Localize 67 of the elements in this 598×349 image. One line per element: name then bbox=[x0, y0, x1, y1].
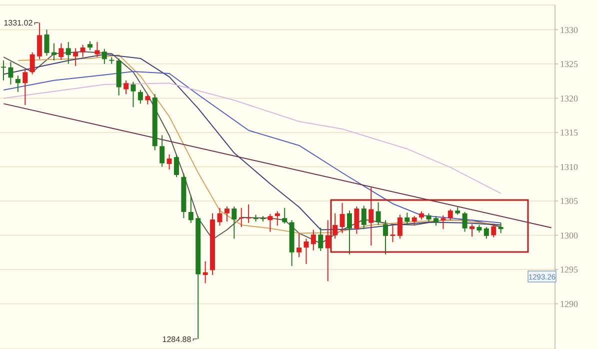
candlestick bbox=[304, 238, 309, 265]
candlestick bbox=[160, 134, 165, 168]
candlestick bbox=[368, 186, 374, 246]
candlestick bbox=[310, 229, 316, 251]
candlestick bbox=[124, 80, 129, 95]
candlestick bbox=[102, 48, 107, 64]
candlestick bbox=[202, 260, 208, 284]
candlestick bbox=[66, 42, 71, 64]
candlestick bbox=[433, 216, 438, 226]
candlestick bbox=[73, 48, 78, 66]
candlestick bbox=[340, 202, 345, 234]
candlestick bbox=[15, 75, 20, 93]
candlestick bbox=[397, 214, 402, 240]
y-tick-label: 1330 bbox=[560, 24, 578, 35]
candlestick bbox=[51, 42, 56, 62]
candlestick bbox=[44, 29, 50, 56]
candlestick bbox=[238, 207, 244, 228]
y-tick-label: 1325 bbox=[560, 59, 578, 70]
line-series bbox=[3, 82, 502, 194]
candlestick bbox=[383, 220, 388, 255]
candlestick bbox=[268, 214, 273, 232]
candlestick bbox=[145, 94, 150, 105]
y-tick-label: 1320 bbox=[560, 93, 578, 104]
candlestick bbox=[217, 207, 222, 226]
candlestick bbox=[274, 210, 280, 226]
candlestick bbox=[8, 61, 14, 85]
candlestick bbox=[166, 154, 172, 170]
annotation: 1331.02 bbox=[4, 18, 34, 28]
candlestick bbox=[448, 208, 453, 221]
candlestick bbox=[404, 212, 410, 226]
candlestick bbox=[138, 89, 143, 104]
candlestick bbox=[282, 207, 288, 224]
candlestick bbox=[130, 81, 136, 108]
candlestick bbox=[346, 210, 352, 255]
candlestick bbox=[30, 52, 35, 75]
candlestick bbox=[390, 225, 396, 243]
candlestick bbox=[325, 220, 330, 282]
y-tick-label: 1290 bbox=[560, 298, 578, 309]
candlestick bbox=[354, 206, 360, 234]
candlestick bbox=[376, 202, 381, 226]
candlestick bbox=[440, 214, 446, 230]
candlestick bbox=[332, 212, 338, 240]
y-tick-label: 1315 bbox=[560, 128, 578, 138]
candlestick bbox=[246, 204, 252, 224]
candlestick bbox=[491, 223, 496, 238]
candlestick bbox=[462, 211, 468, 232]
candlestick bbox=[80, 44, 86, 58]
candlestick bbox=[174, 154, 179, 178]
candlestick bbox=[498, 222, 504, 234]
candlestick bbox=[37, 22, 42, 60]
candlestick bbox=[318, 227, 324, 252]
candlestick bbox=[22, 68, 28, 106]
candlestick bbox=[361, 205, 366, 230]
candlestick bbox=[484, 226, 489, 240]
candlestick bbox=[232, 206, 237, 240]
candlestick bbox=[58, 42, 64, 60]
candlestick bbox=[224, 206, 230, 222]
candlestick bbox=[188, 195, 194, 224]
y-tick-label: 1305 bbox=[560, 196, 578, 206]
annotation: 1284.88 bbox=[162, 334, 192, 344]
candlestick bbox=[296, 232, 302, 258]
y-tick-label: 1300 bbox=[560, 230, 578, 240]
candlestick bbox=[1, 60, 6, 81]
candlestick bbox=[94, 42, 100, 58]
candlestick bbox=[470, 224, 475, 238]
y-tick-label: 1295 bbox=[560, 264, 578, 275]
y-tick-label: 1310 bbox=[560, 162, 578, 172]
